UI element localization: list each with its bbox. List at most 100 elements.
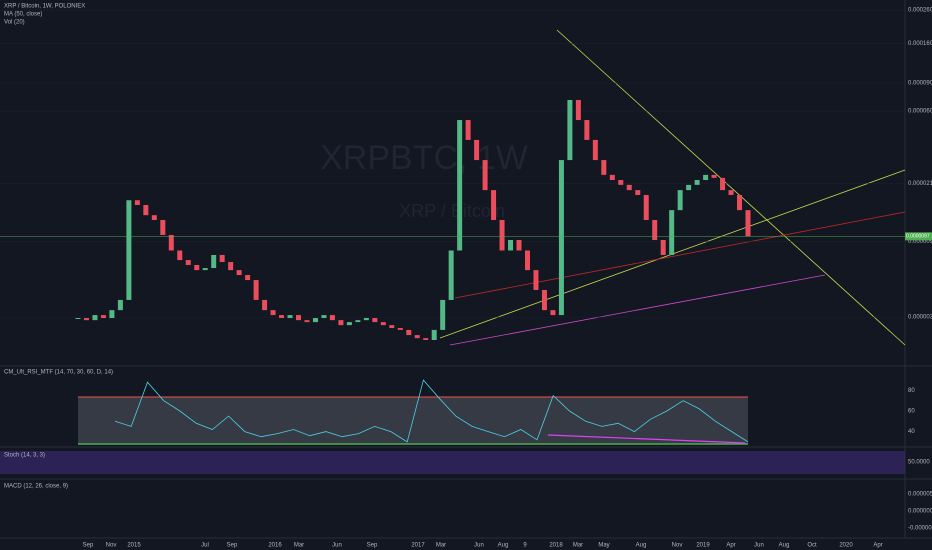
candle [270,310,276,316]
candle [236,270,242,276]
candle [253,280,259,300]
candle [312,318,318,323]
x-tick-label: Apr [873,543,882,549]
candle [287,315,293,319]
stoch-band [0,451,905,474]
candle [397,328,403,330]
candle [448,250,454,300]
candle [414,335,420,339]
candle [516,240,522,251]
candle [669,210,675,255]
trend-line [556,29,906,346]
candle [601,160,607,175]
pane-label: Stoch (14, 3, 3) [4,453,45,459]
candle [194,264,200,271]
candle [151,215,157,221]
candle [745,210,751,237]
candle [584,120,590,140]
candle [694,180,700,185]
candle [491,190,497,221]
candle [296,315,302,321]
watermark-sub: XRP / Bitcoin [399,201,505,221]
x-tick-label: Mar [573,543,583,549]
candle [686,184,692,191]
candle [338,320,344,326]
x-tick-label: Sep [367,543,378,549]
indicator-label: MA (50, close) [4,12,42,18]
x-tick-label: Mar [436,543,446,549]
candle [677,190,683,211]
candle [524,250,530,271]
pane-label: MACD (12, 26, close, 9) [4,484,68,490]
candle [618,180,624,185]
macd-tick-label: -0.00000500 [908,526,932,532]
x-tick-label: Sep [83,543,94,549]
y-tick-label: 0.00002100 [908,181,932,187]
candle [219,254,225,263]
candle [457,120,463,251]
candle [211,254,217,269]
y-tick-label: 0.00000300 [908,315,932,321]
x-tick-label: 9 [523,543,527,549]
candle [482,160,488,191]
rsi-tick-label: 80 [908,388,915,394]
candle [168,234,174,251]
candle [279,315,285,319]
x-tick-label: 2016 [268,543,282,549]
candle [177,250,183,261]
x-tick-label: Aug [779,543,790,549]
candle [508,240,514,251]
candle [262,299,268,311]
candle [329,315,335,321]
x-tick-label: 2019 [696,543,710,549]
x-tick-label: Mar [294,543,304,549]
candle [575,99,581,121]
y-tick-label: 0.00016000 [908,41,932,47]
candle [117,299,123,311]
candle [737,194,743,211]
x-tick-label: Sep [227,543,238,549]
candle [202,268,208,271]
x-tick-label: Nov [672,543,683,549]
candle [431,329,437,341]
stoch-tick-label: 50.0000 [908,460,930,466]
y-tick-label: 0.00006000 [908,109,932,115]
candle [474,139,480,161]
x-tick-label: Aug [636,543,647,549]
candle [143,205,149,216]
candle [626,184,632,191]
candle [499,220,505,251]
x-tick-label: Apr [726,543,735,549]
candle [728,190,734,195]
x-tick-label: Nov [106,543,117,549]
candle [703,174,709,181]
candle [126,200,132,300]
x-tick-label: Jun [474,543,484,549]
candle [83,318,89,321]
pane-label: CM_Ult_RSI_MTF (14, 70, 30, 60, D, 14) [4,370,113,376]
candle [185,260,191,265]
candle [558,160,564,316]
candle [380,322,386,326]
rsi-tick-label: 60 [908,409,915,415]
candle [363,318,369,321]
x-tick-label: 2015 [127,543,141,549]
y-tick-label: 0.00009000 [908,81,932,87]
chart-title: XRP / Bitcoin, 1W, POLONIEX [4,4,85,10]
candle [321,315,327,319]
candle [372,318,378,323]
candle [75,318,81,320]
trend-line [449,274,826,346]
candle [304,320,310,323]
x-tick-label: Aug [498,543,509,549]
x-tick-label: Jul [201,543,209,549]
x-tick-label: Jun [754,543,764,549]
candle [228,262,234,271]
watermark: XRPBTC, 1W [320,139,528,177]
candle [245,275,251,281]
x-tick-label: Oct [807,543,817,549]
candle [711,174,717,178]
candle [720,177,726,191]
candle [643,194,649,221]
